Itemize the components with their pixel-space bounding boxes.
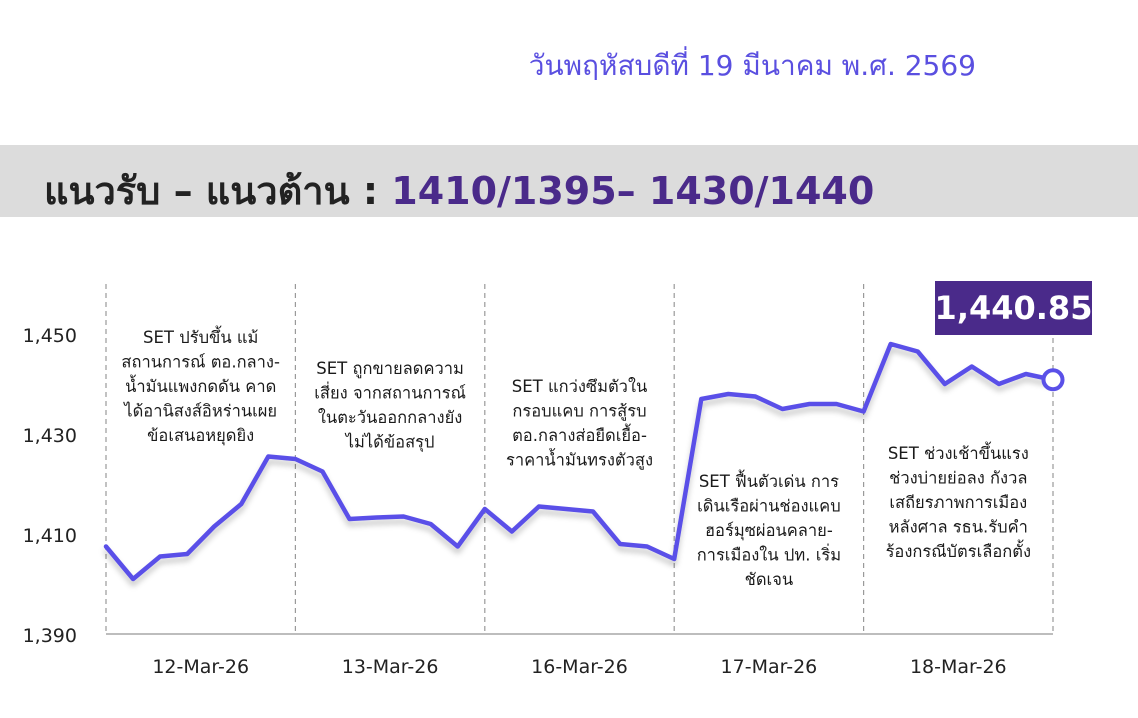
last-point-marker [1041, 368, 1065, 392]
support-resistance-values: 1410/1395– 1430/1440 [391, 169, 875, 213]
report-date: วันพฤหัสบดีที่ 19 มีนาคม พ.ศ. 2569 [528, 49, 976, 82]
annotation-text-line: เสี่ยง จากสถานการณ์ [314, 382, 466, 403]
annotation-text-line: หลังศาล รธน.รับคำ [889, 518, 1028, 537]
annotation-text-line: ตอ.กลางส่อยืดเยื้อ- [512, 423, 647, 445]
annotation-text-line: SET ถูกขายลดความ [316, 359, 464, 379]
y-tick-label: 1,390 [23, 625, 77, 647]
annotation-text-line: สถานการณ์ ตอ.กลาง- [121, 353, 280, 372]
annotation-text-line: ราคาน้ำมันทรงตัวสูง [506, 448, 653, 471]
last-value-badge: 1,440.85 [935, 281, 1092, 335]
x-day-label: 18-Mar-26 [910, 656, 1007, 678]
annotation-text-line: กรอบแคบ การสู้รบ [512, 402, 646, 422]
series-line [103, 341, 1056, 582]
annotation-text-line: SET ฟื้นตัวเด่น การ [699, 469, 839, 491]
annotation-text-line: ชัดเจน [745, 570, 794, 589]
y-tick-label: 1,430 [23, 425, 77, 447]
support-resistance-band [0, 145, 1138, 217]
annotation-text-line: น้ำมันแพงกดดัน คาด [125, 374, 276, 396]
annotation-text-line: ไม่ได้ข้อสรุป [344, 433, 435, 453]
annotation-text-line: SET ปรับขึ้น แม้ [143, 325, 258, 347]
x-day-label: 13-Mar-26 [342, 656, 439, 678]
annotation-text-line: ร้องกรณีบัตรเลือกตั้ง [886, 539, 1031, 561]
annotation-text-line: เสถียรภาพการเมือง [889, 493, 1027, 512]
y-tick-label: 1,450 [23, 325, 77, 347]
support-resistance-title: แนวรับ – แนวต้าน : 1410/1395– 1430/1440 [44, 160, 874, 221]
annotation-text-line: SET ช่วงเช้าขึ้นแรง [888, 441, 1029, 463]
annotation-text-line: ข้อเสนอหยุดยิง [147, 426, 254, 446]
annotation-text-line: ช่วงบ่ายย่อลง กังวล [889, 469, 1027, 488]
y-tick-label: 1,410 [23, 525, 77, 547]
annotation-text-line: การเมืองใน ปท. เริ่ม [697, 544, 841, 565]
support-resistance-label: แนวรับ – แนวต้าน : [44, 169, 392, 213]
annotation-text-line: ฮอร์มุซผ่อนคลาย- [705, 521, 833, 541]
x-day-label: 12-Mar-26 [152, 656, 249, 678]
annotation-text-line: ได้อานิสงส์อิหร่านเผย [122, 402, 277, 421]
x-day-label: 17-Mar-26 [721, 656, 818, 678]
x-day-label: 16-Mar-26 [531, 656, 628, 678]
annotation-text-line: ในตะวันออกกลางยัง [318, 408, 462, 427]
annotation-text-line: เดินเรือผ่านช่องแคบ [697, 497, 841, 516]
annotation-text-line: SET แกว่งซึมตัวใน [512, 377, 648, 396]
